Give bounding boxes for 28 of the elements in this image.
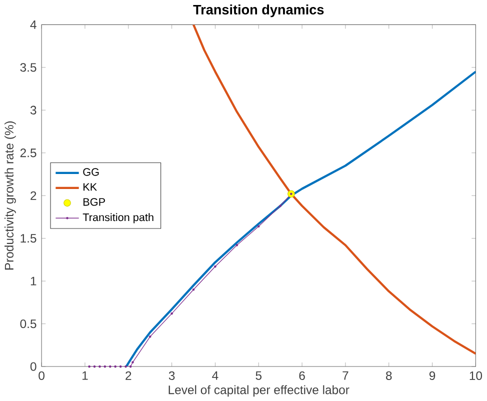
- x-tick-label: 10: [470, 371, 482, 380]
- y-tick-label: 1: [30, 276, 36, 286]
- y-tick-label: 4: [30, 20, 36, 29]
- chart-title: Transition dynamics: [193, 4, 324, 18]
- x-tick-label: 5: [256, 371, 262, 380]
- legend-label: GG: [83, 168, 99, 176]
- y-tick-label: 2: [30, 191, 36, 200]
- x-tick-label: 8: [386, 371, 392, 380]
- x-tick-label: 9: [429, 371, 436, 380]
- y-axis-title: Productivity growth rate (%): [4, 121, 16, 270]
- x-tick-label: 6: [299, 371, 305, 380]
- y-tick-label: 0: [30, 362, 36, 371]
- line-series: [192, 24, 476, 355]
- x-tick-label: 4: [212, 371, 218, 380]
- legend-label: KK: [84, 183, 97, 191]
- y-tick-label: 0.5: [20, 319, 36, 328]
- x-tick-label: 0: [38, 371, 44, 380]
- y-tick-label: 1.5: [20, 234, 36, 243]
- x-tick-label: 3: [168, 371, 175, 380]
- x-axis-title: Level of capital per effective labor: [168, 385, 350, 397]
- x-tick-label: 2: [126, 371, 132, 380]
- y-tick-label: 3: [30, 106, 36, 114]
- y-tick-label: 3.5: [20, 63, 36, 72]
- x-tick-label: 7: [342, 371, 348, 380]
- legend-label: BGP: [84, 198, 105, 206]
- y-tick-label: 2.5: [20, 148, 36, 158]
- legend-label: Transition path: [82, 213, 154, 224]
- x-tick-label: 1: [82, 371, 88, 380]
